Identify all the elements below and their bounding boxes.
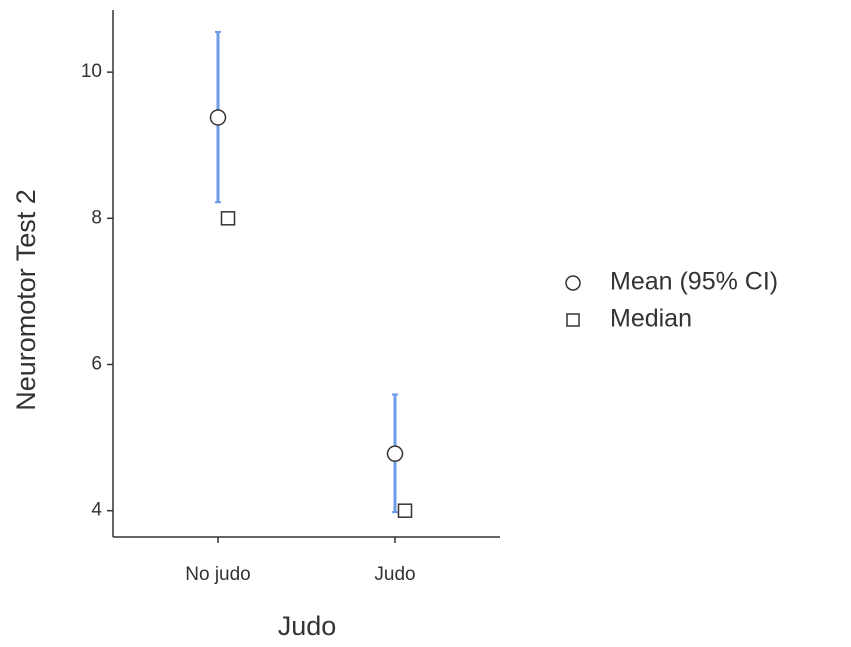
legend-marker	[566, 313, 580, 327]
median-point	[397, 503, 413, 518]
x-tick-label: No judo	[185, 564, 251, 585]
y-axis-title: Neuromotor Test 2	[11, 189, 41, 411]
legend-label: Mean (95% CI)	[610, 268, 778, 296]
x-axis-title: Judo	[278, 611, 337, 641]
y-tick-label: 8	[91, 207, 102, 228]
x-tick-label: Judo	[374, 564, 415, 585]
y-tick-label: 10	[81, 61, 102, 82]
legend-label: Median	[610, 305, 692, 333]
y-tick-label: 6	[91, 354, 102, 375]
mean-point	[386, 445, 404, 462]
legend-marker	[565, 275, 581, 291]
mean-point	[209, 109, 227, 126]
median-point	[220, 211, 236, 226]
y-tick-label: 4	[91, 500, 102, 521]
